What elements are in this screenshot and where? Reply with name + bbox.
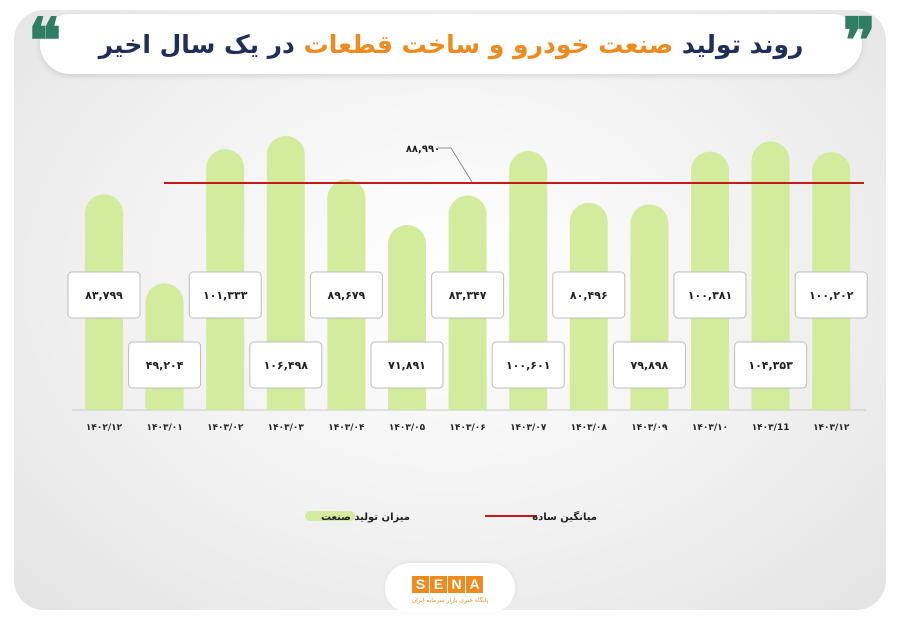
title-part-1: روند تولید — [681, 29, 804, 59]
data-label: ۱۰۰,۲۰۲ — [809, 289, 854, 302]
data-label: ۸۳,۷۹۹ — [85, 289, 123, 302]
x-tick-label: ۱۴۰۳/۰۸ — [571, 423, 608, 433]
logo-letter: S — [412, 576, 429, 593]
x-tick-label: ۱۴۰۳/۰۴ — [328, 423, 365, 433]
x-tick-label: ۱۴۰۳/۰۶ — [449, 423, 485, 433]
average-label: ۸۸,۹۹۰ — [406, 144, 440, 155]
logo-letter: E — [430, 576, 447, 593]
x-tick-label: ۱۴۰۳/۰۷ — [510, 423, 547, 433]
sena-logo: S E N A — [412, 576, 483, 593]
value-label-box — [794, 271, 868, 319]
x-tick-label: ۱۴۰۳/۱۰ — [692, 423, 728, 433]
value-label-box — [491, 341, 565, 389]
close-quote-icon: ❝ — [28, 4, 62, 77]
data-label: ۱۰۱,۳۳۳ — [203, 289, 248, 302]
x-tick-label: ۱۴۰۳/۰۳ — [268, 423, 305, 433]
value-label-box — [309, 271, 383, 319]
x-tick-label: ۱۴۰۳/۰۲ — [207, 423, 244, 433]
value-label-box — [431, 271, 505, 319]
logo-tagline: پایگاه خبری بازار سرمایه ایران — [411, 597, 489, 604]
open-quote-icon: ❞ — [842, 4, 876, 77]
data-label: ۸۰,۴۹۶ — [570, 289, 608, 302]
average-callout-leader — [438, 147, 473, 183]
title-banner: روند تولید صنعت خودرو و ساخت قطعات در یک… — [40, 14, 862, 74]
value-label-box — [128, 341, 202, 389]
data-label: ۸۳,۳۴۷ — [449, 289, 487, 302]
data-label: ۱۰۴,۳۵۳ — [748, 359, 793, 372]
data-label: ۱۰۰,۶۰۱ — [506, 359, 550, 372]
data-label: ۸۹,۶۷۹ — [328, 289, 366, 302]
data-label: ۷۱,۸۹۱ — [388, 359, 426, 372]
legend-swatch-bars — [305, 511, 355, 521]
value-label-box — [249, 341, 323, 389]
value-label-box — [734, 341, 808, 389]
x-tick-label: ۱۴۰۳/۰۹ — [631, 423, 668, 433]
legend-label-average: میانگین ساده — [532, 510, 597, 523]
logo-letter: A — [466, 576, 483, 593]
data-label: ۱۰۰,۳۸۱ — [688, 289, 732, 302]
value-label-box — [673, 271, 747, 319]
title-highlight: صنعت خودرو و ساخت قطعات — [303, 29, 674, 59]
value-label-box — [370, 341, 444, 389]
data-label: ۷۹,۸۹۸ — [631, 359, 669, 372]
value-label-box — [188, 271, 262, 319]
data-label: ۱۰۶,۴۹۸ — [264, 359, 309, 372]
x-tick-label: ۱۴۰۳/۱۲ — [813, 423, 850, 433]
data-label: ۴۹,۲۰۴ — [146, 359, 184, 372]
bar — [266, 135, 305, 410]
x-tick-label: ۱۴۰۳/11 — [752, 423, 790, 433]
legend-label-bars: میزان تولید صنعت — [321, 512, 410, 523]
x-tick-label: ۱۴۰۳/۰۱ — [146, 423, 182, 433]
title-part-2: در یک سال اخیر — [98, 29, 295, 59]
x-tick-label: ۱۴۰۲/۱۲ — [86, 423, 123, 433]
x-tick-label: ۱۴۰۳/۰۵ — [389, 423, 426, 433]
chart-title: روند تولید صنعت خودرو و ساخت قطعات در یک… — [99, 30, 804, 59]
logo-letter: N — [448, 576, 465, 593]
value-label-box — [67, 271, 141, 319]
value-label-box — [552, 271, 626, 319]
value-label-box — [612, 341, 686, 389]
